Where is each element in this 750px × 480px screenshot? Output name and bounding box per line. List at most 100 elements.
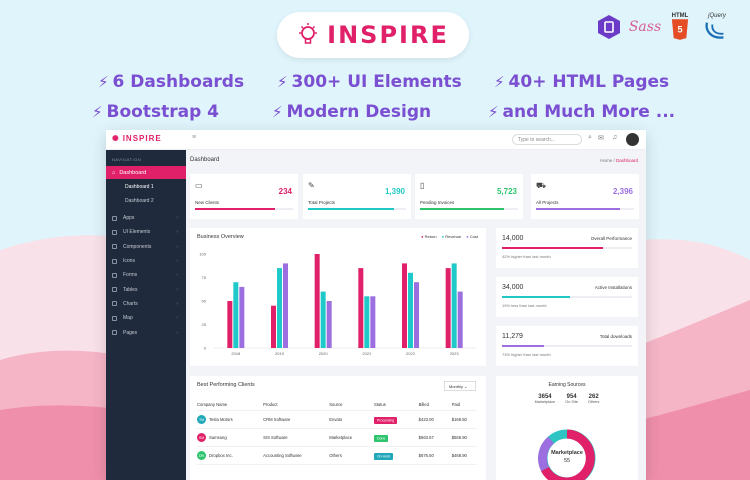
- earning-stat-marketplace: 3654 Marketplace: [534, 394, 556, 404]
- stat-label: Pending Invoices: [420, 200, 455, 205]
- x-tick-label: 2021: [362, 351, 372, 356]
- bar-revenue-2023: [451, 263, 457, 348]
- donut-label: Marketplace: [551, 450, 583, 456]
- feature-html-pages: ⚡ 40+ HTML Pages: [494, 72, 670, 92]
- mini-progress: [502, 345, 544, 347]
- mail-icon[interactable]: ✉: [598, 135, 604, 142]
- sidebar-item-map[interactable]: Map ›: [106, 311, 186, 325]
- clients-title: Best Performing Clients: [197, 382, 255, 388]
- components-icon: [112, 244, 117, 250]
- mini-value: 34,000: [502, 284, 524, 291]
- company-name: Samsung: [209, 435, 227, 440]
- bell-icon[interactable]: ♫: [612, 134, 618, 141]
- y-tick-label: 75: [202, 275, 207, 280]
- app-brand[interactable]: ✺ INSPIRE: [112, 134, 162, 143]
- sidebar-subitem-dashboard-2[interactable]: Dashboard 2: [125, 198, 154, 204]
- company-name: Dropbox Inc.: [209, 453, 233, 458]
- table-row[interactable]: SM Samsung SIS Software Marketplace Done …: [197, 429, 477, 447]
- table-row[interactable]: DR Dropbox Inc. Accounting Software Other…: [197, 447, 477, 465]
- bar-revenue-2018: [233, 282, 239, 348]
- paid: $168.50: [451, 417, 467, 422]
- logo-pill: INSPIRE: [277, 12, 469, 58]
- mini-subtext: 42% higher than last month: [502, 254, 551, 259]
- html5-logo: HTML 5: [668, 10, 692, 44]
- bootstrap-icon: [596, 14, 622, 40]
- mini-card-total-downloads: 11,279 Total downloads 73% higher than l…: [496, 326, 638, 366]
- chevron-right-icon: ›: [176, 272, 178, 279]
- x-tick-label: 2019: [275, 351, 285, 356]
- chevron-right-icon: ›: [176, 258, 178, 265]
- earning-sources-card: Earning Sources 3654 Marketplace 954 On Si…: [496, 376, 638, 480]
- sidebar-item-forms[interactable]: Forms ›: [106, 268, 186, 282]
- earning-stat-others: 262 Others: [587, 394, 600, 404]
- table-row[interactable]: TM Tesla Motors CRM Software Envato Proce…: [197, 411, 477, 429]
- chevron-right-icon: ›: [176, 243, 178, 250]
- business-bar-chart: 0 25 50 75 100 2018 2019 2020 2021 2022 2023: [199, 252, 476, 356]
- bolt-icon: ⚡: [92, 103, 103, 121]
- nav-label: NAVIGATION: [112, 157, 142, 162]
- feature-modern-design: ⚡ Modern Design: [272, 102, 432, 122]
- mini-value: 11,279: [502, 333, 523, 340]
- avatar[interactable]: [626, 133, 639, 146]
- donut-segment-marketplace: [541, 429, 595, 480]
- earning-title: Earning Sources: [548, 382, 586, 388]
- earning-donut-chart: [538, 429, 596, 480]
- bolt-icon: ⚡: [488, 103, 499, 121]
- ui-icon: [112, 229, 117, 235]
- bar-return-2019: [271, 305, 276, 348]
- stat-value: 2,396: [612, 187, 633, 196]
- sidebar-item-components[interactable]: Components ›: [106, 240, 186, 254]
- bar-return-2018: [227, 301, 233, 348]
- sidebar-item-charts[interactable]: Charts ›: [106, 297, 186, 311]
- stat-progress: [536, 208, 621, 210]
- bar-cost-2018: [239, 286, 245, 348]
- stat-progress: [195, 208, 276, 210]
- best-clients-card: Best Performing Clients Monthly ⌄ Compan…: [190, 376, 486, 480]
- sidebar-subitem-dashboard-1[interactable]: Dashboard 1: [125, 184, 154, 190]
- y-tick-label: 0: [204, 346, 207, 351]
- menu-toggle-icon[interactable]: ≡: [192, 134, 197, 141]
- page-title: Dashboard: [190, 157, 220, 163]
- bar-return-2023: [445, 268, 451, 348]
- bar-revenue-2022: [408, 272, 413, 348]
- billed: $676.50: [418, 453, 434, 458]
- earning-stats: 3654 Marketplace 954 On Site 262 Others: [496, 394, 638, 404]
- bar-revenue-2021: [364, 296, 370, 348]
- legend-item-return: ● Return: [421, 234, 437, 239]
- source: Marketplace: [329, 435, 353, 440]
- mini-value: 14,000: [502, 235, 524, 242]
- company-avatar: DR: [197, 451, 206, 460]
- sidebar-item-apps[interactable]: Apps ›: [106, 211, 186, 225]
- sidebar: NAVIGATION ⌂ Dashboard Dashboard 1 Dashbo…: [106, 150, 186, 480]
- home-icon: ⌂: [112, 169, 116, 176]
- svg-text:5: 5: [677, 25, 682, 35]
- chart-title: Business Overview: [197, 234, 244, 240]
- stat-value: 1,390: [384, 187, 405, 196]
- mini-progress: [502, 247, 604, 249]
- source: Envato: [329, 417, 343, 422]
- search-icon[interactable]: ⌕: [588, 134, 592, 141]
- sidebar-item-pages[interactable]: Pages ›: [106, 325, 186, 339]
- business-overview-card: Business Overview ● Return ● Revenue ● C…: [190, 228, 486, 366]
- breadcrumb-current: Dashboard: [615, 158, 638, 163]
- sidebar-item-dashboard[interactable]: ⌂ Dashboard: [106, 166, 186, 179]
- sidebar-item-tables[interactable]: Tables ›: [106, 282, 186, 296]
- mini-title: Overall Performance: [590, 236, 632, 241]
- pages-icon: [112, 330, 117, 336]
- sidebar-item-ui-elements[interactable]: UI Elements ›: [106, 225, 186, 239]
- sass-logo: Sass: [628, 19, 662, 35]
- period-dropdown[interactable]: Monthly ⌄: [444, 381, 476, 391]
- breadcrumb-home[interactable]: Home /: [600, 158, 615, 163]
- sidebar-item-icons[interactable]: Icons ›: [106, 254, 186, 268]
- bar-return-2022: [402, 263, 407, 348]
- bolt-icon: ⚡: [277, 73, 288, 91]
- stat-value: 5,723: [496, 187, 517, 196]
- breadcrumb: Home / Dashboard: [600, 158, 638, 163]
- search-input[interactable]: Type to search...: [512, 134, 582, 145]
- mini-title: Active Installations: [594, 285, 632, 290]
- mini-card-overall-performance: 14,000 Overall Performance 42% higher th…: [496, 228, 638, 268]
- chevron-right-icon: ›: [176, 215, 178, 222]
- col-product: Product: [263, 402, 278, 407]
- donut-segment-others: [538, 436, 555, 471]
- feature-much-more: ⚡ and Much More ...: [488, 102, 676, 122]
